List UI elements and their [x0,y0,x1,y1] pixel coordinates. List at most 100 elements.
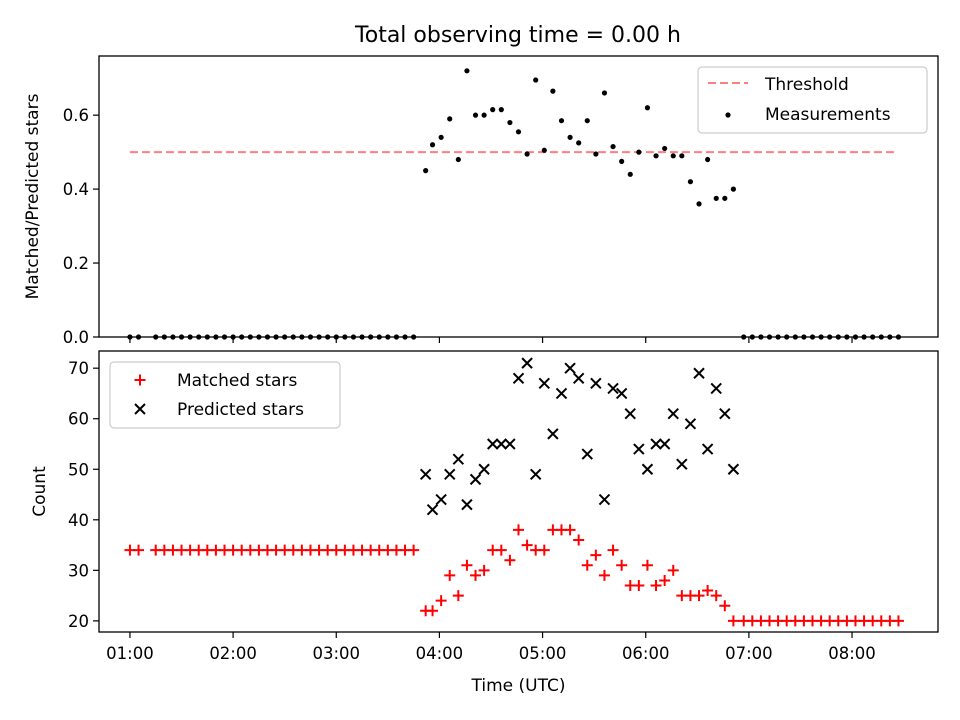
measurement-point [423,168,429,174]
predicted-point [504,438,516,450]
legend-label: Measurements [765,105,891,125]
legend-box [109,361,341,429]
y-axis-label: Matched/Predicted stars [23,93,43,299]
predicted-point [684,418,697,430]
predicted-point [710,382,722,395]
predicted-point [624,407,636,420]
measurement-point [653,153,659,159]
matched-point [710,590,722,602]
matched-point [408,544,420,556]
matched-point [641,559,653,571]
matched-point [427,605,439,617]
measurement-point [636,149,642,155]
predicted-point [650,438,662,450]
matched-point [133,544,145,556]
measurement-point [644,105,651,111]
measurement-point [558,118,565,124]
predicted-point [564,362,576,374]
x-tick-label: 02:00 [209,644,257,663]
x-tick-label: 04:00 [416,644,464,663]
matched-point [478,564,490,576]
matched-point [719,600,731,612]
matched-point [513,524,524,536]
x-axis-label: Time (UTC) [471,676,566,696]
matched-point [573,534,585,546]
measurement-point [515,129,522,135]
x-tick-label: 05:00 [519,644,567,663]
measurement-point [455,156,461,163]
x-tick-label: 01:00 [106,644,154,663]
measurement-point [498,107,504,113]
measurement-point [541,147,547,153]
matched-point [693,590,705,602]
matched-point [590,549,602,561]
measurement-point [576,140,582,146]
matched-point [667,564,679,576]
measurement-point [438,134,444,140]
measurement-point [687,179,694,185]
matched-point [650,580,662,592]
predicted-point [469,473,482,486]
measurement-point [490,107,496,113]
predicted-point [529,468,542,481]
legend-predicted-swatch [134,403,146,415]
predicted-point [676,458,688,470]
predicted-point [719,407,731,420]
matched-point [495,544,507,556]
measurement-point [507,119,513,126]
predicted-point [658,438,671,450]
measurement-point [627,171,633,177]
measurement-point [730,186,737,192]
predicted-point [701,443,714,455]
measurement-point [464,68,470,74]
predicted-point [641,463,654,475]
y-tick-label: 0.0 [63,328,89,347]
matched-point [504,554,516,566]
predicted-point [487,438,499,450]
y-axis-label: Count [30,466,50,517]
predicted-point [547,428,559,440]
series-matched-stars [124,524,904,627]
measurement-point [696,201,702,207]
predicted-point [426,503,439,516]
matched-point [564,524,576,536]
y-tick-label: 70 [68,359,89,378]
predicted-point [521,357,533,369]
matched-point [521,539,533,551]
measurement-point [481,112,487,118]
legend-label: Matched stars [177,371,297,391]
predicted-point [581,448,593,460]
measurement-point [722,195,728,201]
ratio-panel: 0.0 0.2 0.4 0.6 Matched/Predicted stars Thres… [23,55,939,347]
predicted-point [572,372,585,384]
predicted-point [495,438,508,450]
axes-frame [98,55,939,338]
matched-point [461,559,473,571]
y-tick-label: 20 [68,612,89,631]
x-tick-label: 08:00 [828,644,876,663]
measurement-point [472,112,479,118]
count-panel: 20 30 40 50 60 70 01:00 02:00 03:00 04:00 05:00 06:… [30,350,939,696]
matched-point [633,580,645,592]
predicted-point [461,498,473,511]
matched-point [659,574,671,586]
measurement-point [713,195,719,201]
matched-point [892,615,904,627]
y-tick-label: 0.2 [63,254,89,273]
measurement-point [662,145,668,152]
measurement-point [705,156,711,163]
legend: Threshold Measurements [697,66,928,134]
predicted-point [590,377,602,390]
predicted-point [444,468,456,481]
measurement-point [593,151,599,157]
predicted-point [667,407,679,420]
predicted-point [727,463,740,475]
series-predicted-stars [419,357,740,516]
matched-point [616,559,628,571]
x-tick-label: 07:00 [725,644,773,663]
y-tick-label: 60 [68,410,89,429]
matched-point [702,585,714,597]
predicted-point [435,493,447,506]
predicted-point [633,443,645,455]
